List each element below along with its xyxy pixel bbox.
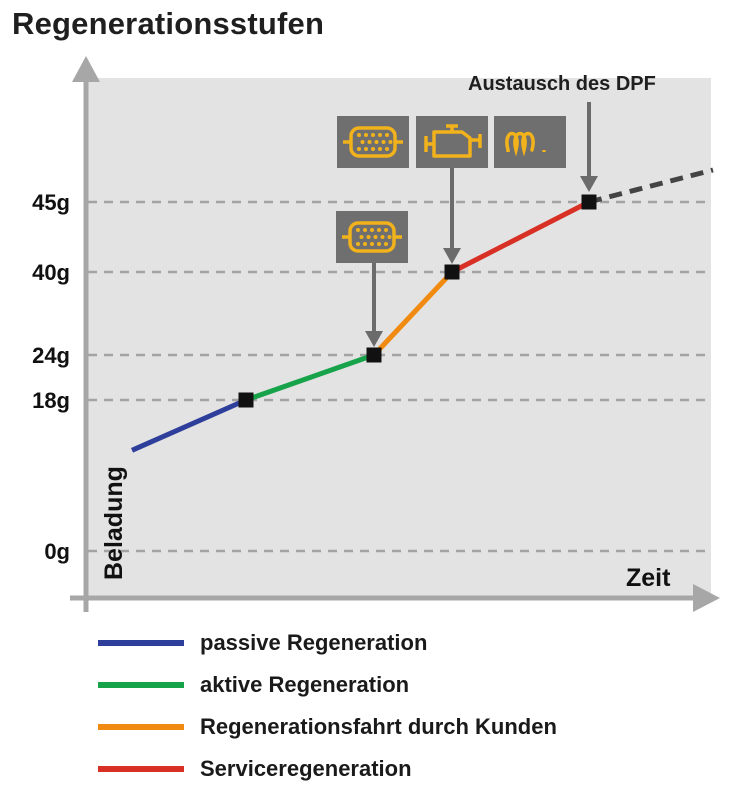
- legend-swatch-service: [98, 766, 184, 772]
- regeneration-chart: 0g 18g 24g 40g 45g Beladung Zeit Austausch d…: [32, 56, 720, 612]
- series-lines: [130, 167, 714, 453]
- glow-coil: [505, 131, 535, 157]
- dpf-dot: [384, 228, 388, 232]
- dpf-dot: [380, 235, 385, 239]
- y-tick-labels: 0g 18g 24g 40g 45g: [32, 190, 70, 564]
- dpf-dot: [378, 147, 382, 151]
- legend-item-aktive: aktive Regeneration: [98, 664, 557, 706]
- y-axis-arrow: [72, 56, 100, 82]
- dpf-dot: [378, 133, 382, 137]
- series-segment-3: [372, 270, 454, 357]
- point-marker-3: [444, 264, 460, 280]
- dpf-dot: [357, 133, 361, 137]
- legend-label-passive: passive Regeneration: [200, 630, 428, 655]
- dpf-dot: [371, 147, 375, 151]
- dpf-dot: [381, 140, 386, 144]
- dpf-dot: [363, 242, 367, 246]
- grid-lines: [88, 200, 711, 553]
- y-axis-title: Beladung: [100, 466, 128, 580]
- dpf-dot: [371, 133, 375, 137]
- dpf-dot: [370, 228, 374, 232]
- legend-swatch-kunden: [98, 724, 184, 730]
- x-axis-arrow: [693, 584, 720, 612]
- extension-dashed-line: [588, 167, 714, 205]
- dpf-dot: [367, 140, 372, 144]
- dpf-dot: [356, 228, 360, 232]
- dpf-dot: [364, 133, 368, 137]
- dpf-dot: [385, 133, 389, 137]
- dpf-dot: [360, 140, 365, 144]
- glow-plug-icon: [494, 116, 566, 168]
- y-tick-label-45g: 45g: [32, 190, 70, 215]
- point-marker-1: [238, 392, 254, 408]
- dpf-dot: [357, 147, 361, 151]
- dpf-dot: [387, 235, 392, 239]
- dpf-dot: [364, 147, 368, 151]
- dpf-dot: [384, 242, 388, 246]
- x-axis-title: Zeit: [626, 564, 671, 592]
- annotation-austausch-dpf: Austausch des DPF: [468, 73, 656, 95]
- legend-item-service: Serviceregeneration: [98, 748, 557, 790]
- point-marker-4: [581, 194, 597, 210]
- legend-item-kunden: Regenerationsfahrt durch Kunden: [98, 706, 557, 748]
- arrow-to-point-2-head: [365, 331, 383, 347]
- dpf-dot: [377, 242, 381, 246]
- legend-item-passive: passive Regeneration: [98, 622, 557, 664]
- legend-label-service: Serviceregeneration: [200, 756, 412, 781]
- dpf-dot: [388, 140, 393, 144]
- dpf-filter-icon: [336, 211, 408, 263]
- y-tick-label-0g: 0g: [44, 539, 70, 564]
- point-markers: [238, 194, 597, 408]
- dpf-dot: [366, 235, 371, 239]
- legend-label-kunden: Regenerationsfahrt durch Kunden: [200, 714, 557, 739]
- dpf-dot: [370, 242, 374, 246]
- point-marker-2: [366, 347, 382, 363]
- glow-plug-icon-box: [494, 116, 566, 168]
- arrow-to-point-3-head: [443, 248, 461, 264]
- legend: passive Regeneration aktive Regeneration…: [98, 622, 557, 790]
- series-segment-1: [130, 397, 248, 453]
- series-segment-4: [450, 199, 591, 275]
- legend-swatch-aktive: [98, 682, 184, 688]
- engine-check-icon: [416, 116, 488, 168]
- annotation-arrows: [365, 102, 598, 347]
- dpf-dot: [359, 235, 364, 239]
- engine-block: [432, 130, 472, 158]
- dpf-dot: [356, 242, 360, 246]
- y-tick-label-24g: 24g: [32, 343, 70, 368]
- dpf-filter-icon: [337, 116, 409, 168]
- arrow-annotation-4-head: [580, 176, 598, 192]
- dpf-dot: [385, 147, 389, 151]
- series-segment-2: [245, 352, 375, 403]
- y-tick-label-40g: 40g: [32, 260, 70, 285]
- legend-label-aktive: aktive Regeneration: [200, 672, 410, 697]
- dpf-dot: [373, 235, 378, 239]
- dpf-dot: [377, 228, 381, 232]
- warning-icons: [336, 116, 566, 263]
- legend-swatch-passive: [98, 640, 184, 646]
- chart-title: Regenerationsstufen: [12, 6, 325, 41]
- dpf-dot: [363, 228, 367, 232]
- y-tick-label-18g: 18g: [32, 388, 70, 413]
- dpf-dot: [374, 140, 379, 144]
